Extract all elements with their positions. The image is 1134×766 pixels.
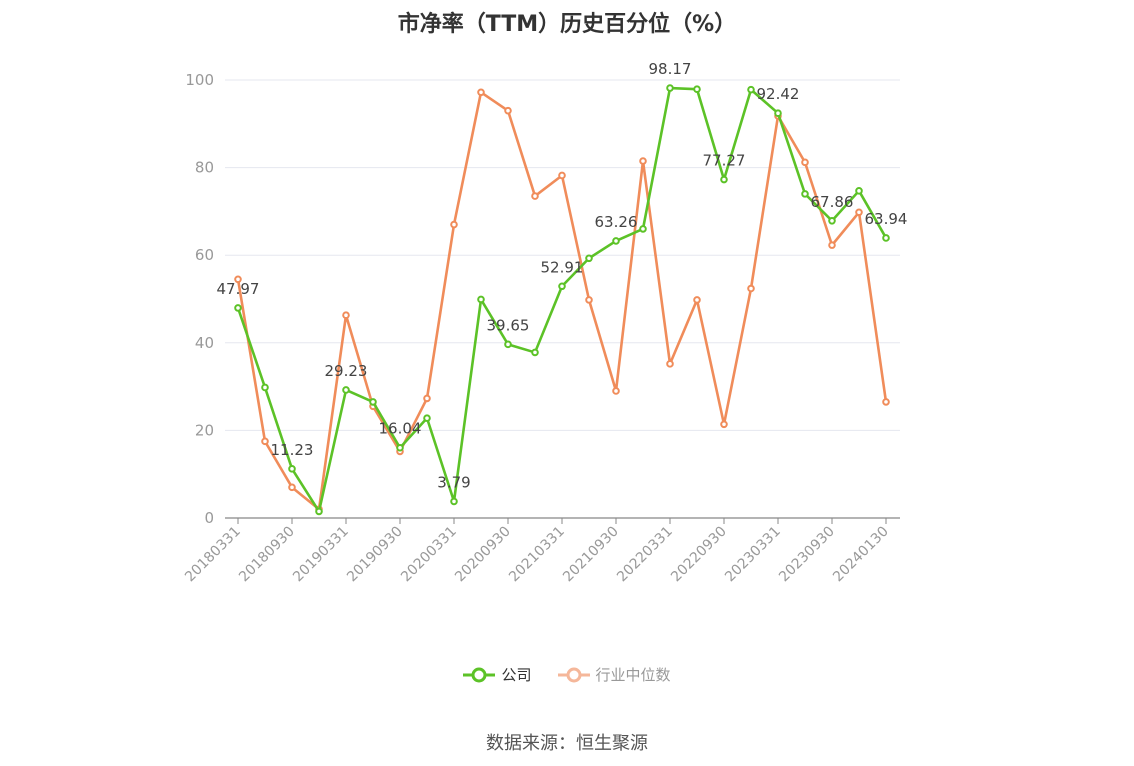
data-point-company — [450, 497, 458, 506]
data-point-company — [477, 295, 485, 304]
data-point-industry — [639, 157, 647, 165]
data-point-company — [504, 340, 512, 349]
data-point-company — [882, 234, 890, 242]
data-point-company — [261, 383, 269, 392]
series-line-company — [236, 86, 888, 513]
x-tick-label: 20190331 — [290, 524, 352, 586]
data-point-industry — [450, 220, 458, 229]
data-label-company: 63.94 — [865, 210, 908, 228]
data-point-industry — [477, 88, 485, 97]
y-tick-label: 20 — [195, 421, 214, 439]
data-point-company — [720, 175, 728, 184]
x-tick-label: 20220331 — [614, 524, 676, 586]
data-point-company — [396, 443, 404, 452]
series-line-industry — [236, 90, 888, 511]
data-point-company — [612, 237, 620, 245]
data-label-company: 29.23 — [325, 362, 368, 380]
data-point-company — [585, 254, 593, 263]
legend-industry-label: 行业中位数 — [595, 666, 671, 684]
data-label-company: 39.65 — [487, 316, 530, 334]
data-point-company — [639, 225, 647, 233]
y-tick-label: 60 — [195, 246, 214, 264]
data-point-industry — [720, 420, 728, 429]
data-point-company — [747, 85, 755, 94]
data-label-company: 92.42 — [757, 85, 800, 103]
legend-industry-marker-icon — [557, 667, 590, 682]
x-tick-label: 20200331 — [398, 524, 460, 586]
chart-title: 市净率（TTM）历史百分位（%） — [397, 12, 737, 37]
data-point-industry — [855, 208, 863, 217]
data-point-company — [423, 414, 431, 422]
data-point-company — [666, 84, 674, 92]
x-tick-label: 20200930 — [452, 524, 514, 586]
data-point-industry — [747, 284, 755, 293]
data-label-company: 52.91 — [541, 258, 584, 276]
x-tick-label: 20240130 — [830, 524, 892, 586]
data-point-company — [801, 190, 809, 198]
data-source: 数据来源：恒生聚源 — [486, 733, 648, 754]
line-chart: 0 20 40 60 80 100 2018033120180930201903312019… — [182, 60, 908, 586]
x-tick-label: 20230331 — [722, 524, 784, 586]
data-label-company: 47.97 — [217, 280, 260, 298]
data-point-industry — [288, 483, 296, 492]
data-label-company: 11.23 — [271, 441, 314, 459]
data-point-industry — [612, 387, 620, 395]
data-point-industry — [801, 158, 809, 167]
y-tick-label: 40 — [195, 334, 214, 352]
x-tick-label: 20180930 — [236, 524, 298, 586]
data-label-company: 16.04 — [379, 420, 422, 438]
data-point-industry — [693, 296, 701, 304]
x-tick-label: 20210331 — [506, 524, 568, 586]
legend-item-industry[interactable]: 行业中位数 — [557, 664, 671, 685]
data-point-industry — [234, 275, 242, 284]
data-point-company — [558, 282, 566, 291]
data-point-company — [288, 465, 296, 473]
x-tick-label: 20220930 — [668, 524, 730, 586]
legend-item-company[interactable]: 公司 — [463, 664, 532, 685]
data-point-industry — [558, 171, 566, 180]
data-point-industry — [423, 394, 431, 403]
data-point-industry — [666, 360, 674, 368]
data-point-industry — [585, 296, 593, 304]
y-tick-label: 0 — [204, 509, 214, 527]
data-point-company — [369, 398, 377, 406]
legend-company-label: 公司 — [501, 666, 532, 684]
data-point-company — [855, 187, 863, 195]
data-point-company — [693, 85, 701, 93]
data-point-industry — [882, 398, 890, 406]
data-point-company — [234, 304, 242, 312]
data-point-company — [828, 216, 836, 225]
data-label-company: 98.17 — [649, 60, 692, 78]
data-point-company — [315, 507, 323, 516]
y-tick-label: 100 — [185, 71, 214, 89]
chart-legend: 公司 行业中位数 — [0, 664, 1134, 685]
x-tick-label: 20180331 — [182, 524, 244, 586]
y-tick-label: 80 — [195, 159, 214, 177]
x-tick-label: 20190930 — [344, 524, 406, 586]
data-point-industry — [261, 437, 269, 446]
x-tick-label: 20230930 — [776, 524, 838, 586]
data-label-company: 67.86 — [811, 193, 854, 211]
data-point-industry — [504, 106, 512, 115]
data-label-company: 63.26 — [595, 213, 638, 231]
data-point-industry — [342, 311, 350, 320]
legend-company-marker-icon — [463, 667, 496, 682]
data-point-company — [774, 109, 782, 118]
data-label-company: 3.79 — [437, 473, 470, 491]
x-tick-label: 20210930 — [560, 524, 622, 586]
data-point-company — [342, 386, 350, 394]
data-point-company — [531, 348, 539, 357]
data-point-industry — [531, 192, 539, 200]
data-point-industry — [828, 241, 836, 249]
data-label-company: 77.27 — [703, 152, 746, 170]
